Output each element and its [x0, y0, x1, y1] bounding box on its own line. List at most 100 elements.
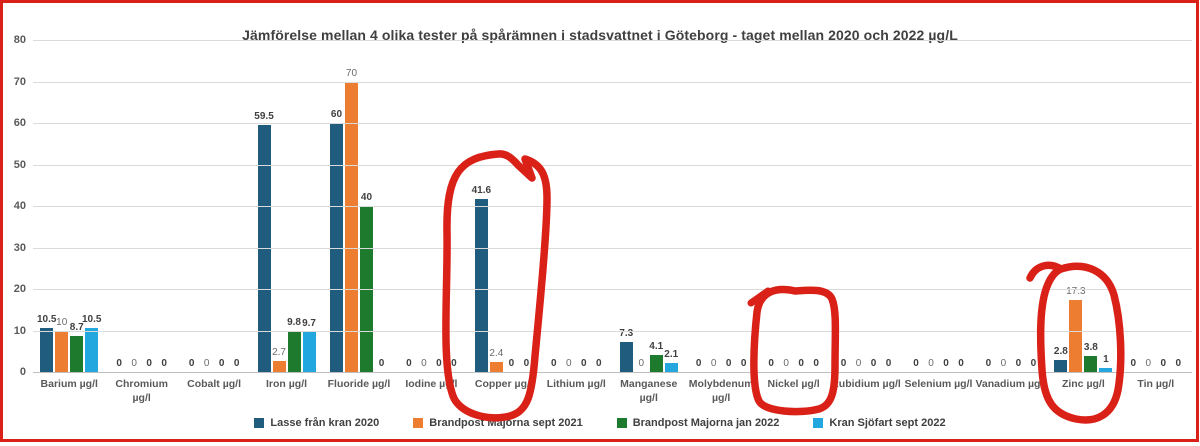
y-tick-label: 80	[13, 34, 26, 46]
bar	[70, 335, 84, 372]
x-category-label: Barium µg/l	[40, 378, 98, 390]
bar-value-label: 9.8	[287, 317, 301, 329]
bar-value-label: 2.8	[1053, 346, 1068, 358]
bar-value-label: 0	[551, 358, 557, 369]
bar	[272, 360, 286, 372]
gridline	[33, 123, 1192, 124]
bar-value-label: 2.4	[489, 348, 504, 360]
bar-value-label: 0	[870, 358, 877, 369]
bar-value-label: 0	[203, 358, 210, 369]
bar-value-label: 0	[943, 358, 949, 369]
bar	[40, 328, 54, 372]
y-tick-label: 50	[13, 158, 26, 171]
x-category-label: Iodine µg/l	[405, 378, 458, 390]
bar-value-label: 0	[378, 358, 385, 369]
bar-value-label: 0	[233, 358, 240, 369]
bar-value-label: 0	[1175, 358, 1182, 369]
gridline	[33, 206, 1192, 207]
bar-value-label: 41.6	[471, 185, 492, 197]
bar-value-label: 0	[725, 358, 732, 369]
bar-value-label: 0	[508, 358, 515, 369]
bar-value-label: 0	[523, 358, 530, 369]
bar-value-label: 2.1	[664, 349, 679, 361]
x-axis-labels: Barium µg/l Chromium µg/l Cobalt µg/l Iron …	[33, 378, 1192, 405]
gridline	[33, 247, 1192, 249]
bar-value-label: 0	[1130, 358, 1137, 369]
bar-value-label: 10.5	[81, 314, 102, 326]
bar-value-label: 0	[596, 358, 602, 369]
bar-value-label: 0	[638, 358, 644, 369]
bar-value-label: 0	[131, 358, 137, 369]
bar	[649, 355, 663, 372]
x-category-label: Rubidium µg/l	[831, 378, 901, 390]
x-category-label: Copper µg/l	[474, 378, 533, 390]
bar-value-label: 0	[1015, 358, 1022, 369]
bar-value-label: 70	[345, 67, 358, 79]
bar-value-label: 0	[855, 358, 862, 369]
bar	[474, 199, 488, 372]
bar-value-label: 4.1	[649, 341, 664, 352]
bar-value-label: 1	[1103, 353, 1109, 365]
bar-value-label: 40	[360, 192, 373, 203]
bar-value-label: 0	[1000, 358, 1007, 369]
bar-value-label: 10	[56, 316, 68, 328]
bar-value-label: 0	[421, 358, 427, 369]
bar	[1054, 360, 1068, 372]
y-tick-label: 40	[13, 200, 26, 212]
bar-value-label: 60	[330, 109, 343, 120]
legend-item: Kran Sjöfart sept 2022	[813, 417, 946, 429]
bar-value-label: 0	[740, 358, 747, 369]
bar-value-label: 0	[958, 358, 964, 369]
x-category-label: Fluoride µg/l	[327, 378, 391, 390]
legend-label: Kran Sjöfart sept 2022	[829, 417, 946, 429]
y-tick-label: 70	[13, 75, 26, 88]
x-category-label: Chromium µg/l	[115, 378, 168, 404]
legend-swatch	[413, 418, 424, 428]
x-category-label: Vanadium µg/l	[975, 378, 1047, 390]
bar	[257, 125, 271, 372]
bar-value-label: 0	[768, 358, 774, 369]
bar	[85, 328, 99, 372]
bar-value-label: 0	[566, 358, 572, 369]
bar	[489, 362, 503, 372]
bar-value-label: 2.7	[272, 346, 286, 358]
bar-value-label: 0	[1145, 358, 1152, 369]
bar-value-label: 10.5	[36, 314, 57, 326]
bar-value-label: 3.8	[1083, 342, 1098, 354]
y-tick-label: 0	[19, 366, 26, 378]
bar	[619, 341, 633, 372]
bar-value-label: 0	[146, 358, 152, 369]
legend: Lasse från kran 2020 Brandpost Majorna se…	[0, 417, 1200, 429]
legend-swatch	[813, 418, 824, 428]
bar	[1069, 300, 1083, 372]
bar-value-label: 59.5	[254, 111, 274, 123]
x-category-label: Lithium µg/l	[546, 378, 606, 390]
bar-value-label: 0	[813, 358, 819, 369]
bar-value-label: 0	[581, 358, 587, 369]
bar-value-label: 0	[783, 358, 789, 369]
bar-value-label: 0	[695, 358, 702, 369]
bar-value-label: 0	[913, 358, 919, 369]
y-tick-label: 10	[13, 324, 26, 337]
bar	[1084, 356, 1098, 372]
bar-value-label: 0	[188, 358, 195, 369]
gridline	[33, 81, 1192, 83]
gridline	[33, 40, 1192, 41]
gridline	[33, 164, 1192, 166]
bar-value-label: 0	[798, 358, 804, 369]
gridline	[33, 289, 1192, 290]
bar	[344, 81, 358, 372]
x-category-label: Iron µg/l	[266, 378, 308, 390]
x-category-label: Nickel µg/l	[767, 378, 820, 390]
legend-swatch	[616, 418, 627, 428]
legend-swatch	[254, 418, 265, 428]
bar-value-label: 0	[116, 358, 122, 369]
y-tick-label: 60	[13, 117, 26, 129]
x-category-label: Zinc µg/l	[1061, 378, 1105, 390]
bar-value-label: 0	[928, 358, 934, 369]
bar-value-label: 0	[218, 358, 225, 369]
y-tick-label: 20	[13, 283, 26, 295]
bar-value-label: 0	[1160, 358, 1167, 369]
bar-value-label: 0	[885, 358, 892, 369]
bar-value-label: 0	[406, 358, 412, 369]
